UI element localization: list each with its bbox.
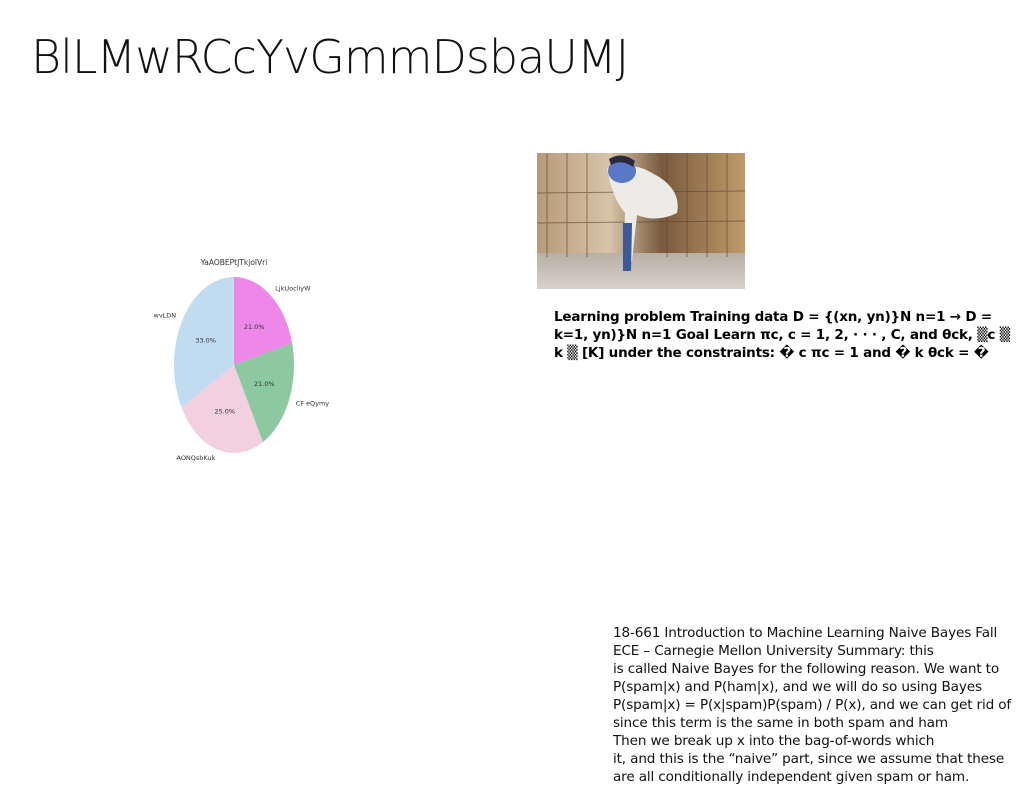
pie-category-label: CF eQymy <box>296 399 330 407</box>
summary-line: is called Naive Bayes for the following … <box>613 661 1000 677</box>
summary-line: P(spam|x) = P(x|spam)P(spam) / P(x), and… <box>613 697 1012 713</box>
pie-slice <box>234 343 294 443</box>
pie-chart: YaAOBEPtJTkjolVri 21.0% LjkUocliyW 21.0% CF… <box>150 250 330 470</box>
summary-text: 18-661 Introduction to Machine Learning … <box>613 624 1024 786</box>
summary-line: P(spam|x) and P(ham|x), and we will do s… <box>613 679 982 695</box>
pie-slice <box>234 277 293 365</box>
pie-pct-label: 21.0% <box>254 380 275 388</box>
pie-slice <box>174 277 234 408</box>
summary-line: ECE – Carnegie Mellon University Summary… <box>613 643 934 659</box>
summary-line: it, and this is the “naive” part, since … <box>613 751 1005 767</box>
pie-category-label: LjkUocliyW <box>275 285 311 293</box>
summary-line: 18-661 Introduction to Machine Learning … <box>613 625 998 641</box>
bold-line-2: k=1, yn)}N n=1 Goal Learn πc, c = 1, 2, … <box>554 327 1010 343</box>
learning-problem-text: Learning problem Training data D = {(xn,… <box>554 308 1016 362</box>
summary-line: are all conditionally independent given … <box>613 769 970 785</box>
slide-title: BlLMwRCcYvGmmDsbaUMJ <box>31 30 629 84</box>
pie-category-label: wvLDN <box>154 312 177 320</box>
pie-pct-label: 33.0% <box>195 336 216 344</box>
pie-category-label: AONQsbKuk <box>176 454 215 462</box>
summary-line: Then we break up x into the bag-of-words… <box>613 733 935 749</box>
pie-slice <box>181 365 263 453</box>
photo-image <box>537 153 745 289</box>
bold-line-1: Learning problem Training data D = {(xn,… <box>554 309 992 325</box>
pie-pct-label: 21.0% <box>244 323 265 331</box>
pie-pct-label: 25.0% <box>214 407 235 415</box>
person-handstand-photo <box>537 153 745 289</box>
chart-title: YaAOBEPtJTkjolVri <box>200 258 268 267</box>
bold-line-3: k ▒ [K] under the constraints: � c πc = … <box>554 345 989 361</box>
pie-chart-svg: YaAOBEPtJTkjolVri 21.0% LjkUocliyW 21.0% CF… <box>154 258 330 462</box>
summary-line: since this term is the same in both spam… <box>613 715 948 731</box>
